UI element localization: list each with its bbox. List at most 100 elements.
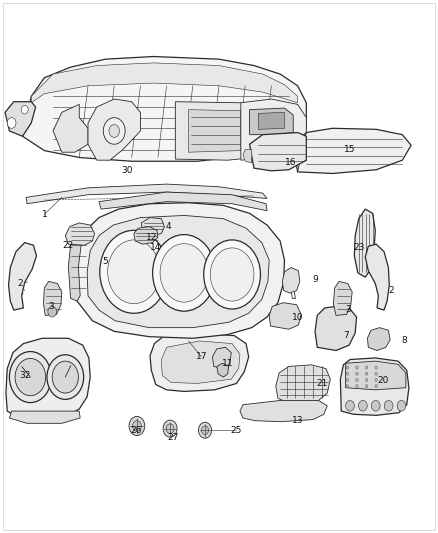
Circle shape bbox=[356, 384, 358, 387]
Text: 5: 5 bbox=[102, 257, 108, 265]
Circle shape bbox=[10, 352, 51, 402]
Circle shape bbox=[160, 244, 208, 302]
Polygon shape bbox=[161, 341, 240, 383]
Text: 2: 2 bbox=[18, 279, 23, 288]
Polygon shape bbox=[65, 223, 95, 245]
Text: 7: 7 bbox=[343, 331, 349, 340]
Polygon shape bbox=[243, 150, 252, 163]
Circle shape bbox=[375, 372, 378, 375]
Circle shape bbox=[201, 426, 208, 434]
Polygon shape bbox=[346, 361, 406, 390]
Text: 9: 9 bbox=[312, 275, 318, 284]
Text: 4: 4 bbox=[166, 222, 172, 231]
Polygon shape bbox=[6, 338, 90, 419]
Circle shape bbox=[356, 378, 358, 382]
Text: 14: 14 bbox=[150, 244, 161, 253]
Polygon shape bbox=[134, 227, 158, 244]
Polygon shape bbox=[293, 128, 411, 173]
Circle shape bbox=[358, 400, 367, 411]
Text: 17: 17 bbox=[196, 352, 207, 361]
Polygon shape bbox=[212, 348, 231, 368]
Circle shape bbox=[100, 230, 168, 313]
Circle shape bbox=[346, 366, 349, 369]
Circle shape bbox=[356, 372, 358, 375]
Text: 1: 1 bbox=[42, 210, 47, 219]
Polygon shape bbox=[250, 108, 293, 135]
Polygon shape bbox=[9, 243, 36, 310]
Circle shape bbox=[210, 248, 254, 301]
Polygon shape bbox=[269, 303, 301, 329]
Circle shape bbox=[346, 400, 354, 411]
Polygon shape bbox=[175, 102, 254, 160]
Circle shape bbox=[47, 355, 84, 399]
Circle shape bbox=[365, 378, 368, 382]
Polygon shape bbox=[367, 328, 390, 351]
Polygon shape bbox=[99, 192, 267, 211]
Circle shape bbox=[103, 118, 125, 144]
Text: 15: 15 bbox=[344, 145, 356, 154]
Polygon shape bbox=[250, 133, 306, 171]
Circle shape bbox=[48, 306, 57, 317]
Circle shape bbox=[109, 125, 120, 138]
Circle shape bbox=[375, 366, 378, 369]
Polygon shape bbox=[240, 400, 327, 422]
Text: 27: 27 bbox=[167, 433, 179, 442]
Circle shape bbox=[346, 378, 349, 382]
Polygon shape bbox=[150, 333, 249, 391]
Text: 8: 8 bbox=[402, 336, 407, 345]
Text: 3: 3 bbox=[48, 302, 54, 311]
Circle shape bbox=[356, 366, 358, 369]
Text: 16: 16 bbox=[285, 158, 297, 167]
Text: 10: 10 bbox=[292, 312, 304, 321]
Polygon shape bbox=[43, 281, 62, 316]
Circle shape bbox=[365, 366, 368, 369]
Circle shape bbox=[152, 235, 215, 311]
Polygon shape bbox=[188, 110, 241, 152]
Circle shape bbox=[163, 420, 177, 437]
Polygon shape bbox=[75, 203, 285, 338]
Circle shape bbox=[198, 422, 212, 438]
Circle shape bbox=[375, 378, 378, 382]
Text: 26: 26 bbox=[131, 426, 142, 435]
Text: 11: 11 bbox=[222, 359, 233, 368]
Polygon shape bbox=[10, 411, 80, 423]
Polygon shape bbox=[315, 306, 357, 351]
Text: 13: 13 bbox=[292, 416, 304, 425]
Polygon shape bbox=[365, 244, 389, 310]
Text: 20: 20 bbox=[377, 376, 389, 385]
Circle shape bbox=[365, 372, 368, 375]
Circle shape bbox=[7, 118, 16, 128]
Polygon shape bbox=[340, 358, 409, 415]
Text: 12: 12 bbox=[146, 233, 157, 242]
Text: 2: 2 bbox=[389, 286, 394, 295]
Polygon shape bbox=[141, 217, 164, 236]
Circle shape bbox=[108, 240, 160, 304]
Circle shape bbox=[133, 421, 141, 431]
Polygon shape bbox=[31, 63, 297, 103]
Circle shape bbox=[346, 372, 349, 375]
Circle shape bbox=[365, 384, 368, 387]
Polygon shape bbox=[5, 102, 35, 136]
Polygon shape bbox=[354, 209, 375, 277]
Polygon shape bbox=[217, 364, 229, 377]
Circle shape bbox=[15, 359, 46, 395]
Polygon shape bbox=[87, 215, 269, 328]
Circle shape bbox=[166, 424, 174, 433]
Polygon shape bbox=[68, 227, 86, 301]
Text: 3: 3 bbox=[345, 304, 351, 313]
Polygon shape bbox=[333, 281, 352, 316]
Polygon shape bbox=[258, 112, 285, 130]
Polygon shape bbox=[22, 56, 306, 161]
Circle shape bbox=[371, 400, 380, 411]
Circle shape bbox=[384, 400, 393, 411]
Polygon shape bbox=[283, 268, 300, 293]
Circle shape bbox=[346, 384, 349, 387]
Text: 25: 25 bbox=[231, 426, 242, 435]
Circle shape bbox=[52, 361, 78, 393]
Circle shape bbox=[129, 416, 145, 435]
Polygon shape bbox=[88, 99, 141, 160]
Polygon shape bbox=[241, 99, 306, 160]
Circle shape bbox=[204, 240, 261, 309]
Polygon shape bbox=[53, 104, 88, 152]
Polygon shape bbox=[276, 365, 330, 403]
